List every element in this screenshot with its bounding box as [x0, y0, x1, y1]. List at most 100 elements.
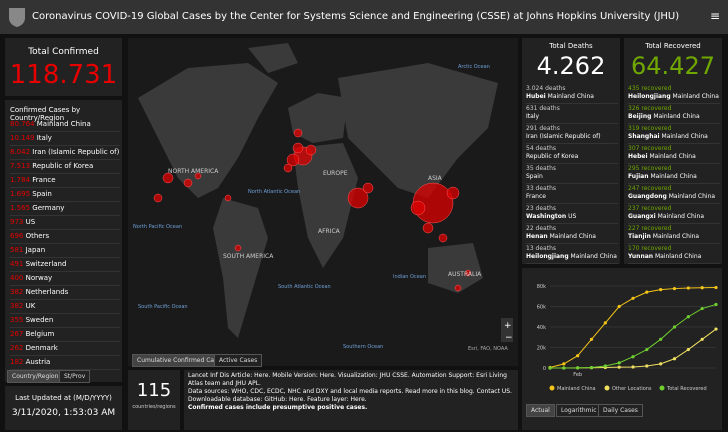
chart-panel: 0 20k 40k 60k 80k Feb Mainland China Other Loca…: [522, 268, 722, 430]
legend-swatch: [604, 385, 610, 391]
recovered-panel: Total Recovered 64.427 435 recovered Heil…: [624, 38, 722, 264]
data-point: [659, 337, 663, 341]
updated-value: 3/11/2020, 1:53:03 AM: [11, 408, 116, 418]
count: 291 deaths: [526, 125, 560, 132]
country-name: Sweden: [25, 316, 54, 324]
data-point: [645, 290, 649, 294]
place: Yunnan Mainland China: [628, 253, 720, 261]
case-count: 355: [10, 316, 24, 324]
place: Washington US: [526, 213, 618, 221]
data-point: [548, 366, 552, 370]
country-name: Norway: [25, 274, 53, 282]
list-title: Confirmed Cases by Country/Region: [10, 106, 81, 122]
country-name: Others: [25, 232, 50, 240]
data-point: [659, 362, 663, 366]
recovered-item: 435 recovered Heilongjiang Mainland China: [628, 84, 720, 104]
y-tick-label: 20k: [537, 346, 546, 352]
data-point: [631, 296, 635, 300]
data-point: [645, 347, 649, 352]
data-point: [576, 366, 580, 370]
data-point: [672, 357, 677, 361]
country-name: Germany: [32, 204, 65, 212]
case-count: 262: [10, 344, 24, 352]
country-row: 973 US: [10, 216, 120, 230]
data-point: [631, 355, 635, 359]
map-label: EUROPE: [323, 170, 348, 177]
place: Fujian Mainland China: [628, 173, 720, 181]
deaths-label: Total Deaths: [549, 42, 593, 50]
recovered-item: 227 recovered Tianjin Mainland China: [628, 224, 720, 244]
deaths-item: 54 deaths Republic of Korea: [526, 144, 618, 164]
count: 247 recovered: [628, 185, 672, 192]
country-name: France: [32, 176, 56, 184]
country-row: 80.764 Mainland China: [10, 118, 120, 132]
case-count: 400: [10, 274, 24, 282]
logo: [9, 8, 25, 27]
chart-tab[interactable]: Daily Cases: [598, 404, 643, 417]
country-row: 182 Austria: [10, 356, 120, 370]
region: Spain: [526, 173, 543, 180]
place: Heilongjiang Mainland China: [526, 253, 618, 261]
case-count: 581: [10, 246, 24, 254]
country-panel: Confirmed Cases by Country/Region 80.764…: [5, 100, 122, 383]
recovered-item: 247 recovered Guangdong Mainland China: [628, 184, 720, 204]
place: Hebei Mainland China: [628, 153, 720, 161]
legend-label: Mainland China: [557, 386, 596, 392]
deaths-item: 631 deaths Italy: [526, 104, 618, 124]
confirmed-label: Total Confirmed: [28, 47, 99, 57]
data-point: [659, 287, 663, 292]
map-label: NORTH AMERICA: [168, 168, 219, 175]
recovered-item: 326 recovered Beijing Mainland China: [628, 104, 720, 124]
ocean-label: North Pacific Ocean: [133, 224, 182, 230]
map-tab[interactable]: Active Cases: [214, 354, 263, 367]
tab[interactable]: Country/Region: [7, 370, 64, 383]
count-label: countries/regions: [132, 404, 176, 410]
country-name: Iran (Islamic Republic of): [32, 148, 120, 156]
deaths-list: 3.024 deaths Hubei Mainland China 631 dea…: [526, 84, 618, 264]
legend-swatch: [549, 385, 555, 391]
region: Mainland China: [652, 233, 700, 240]
place-name: Yunnan: [628, 253, 654, 260]
recovered-label: Total Recovered: [645, 42, 701, 50]
region: Mainland China: [549, 233, 596, 240]
info-text: Data sources: WHO, CDC, ECDC, NHC and DX…: [188, 388, 512, 395]
place-name: Fujian: [628, 173, 649, 180]
place: Iran (Islamic Republic of): [526, 133, 618, 141]
count: 326 recovered: [628, 105, 672, 112]
place: Spain: [526, 173, 618, 181]
region: France: [526, 193, 546, 200]
country-row: 262 Denmark: [10, 342, 120, 356]
region: Mainland China: [672, 93, 719, 100]
country-name: Switzerland: [25, 260, 67, 268]
region: Mainland China: [661, 133, 708, 140]
recovered-item: 237 recovered Guangxi Mainland China: [628, 204, 720, 224]
recovered-item: 170 recovered Yunnan Mainland China: [628, 244, 720, 264]
series-line: [550, 303, 717, 369]
case-count: 382: [10, 302, 24, 310]
deaths-item: 33 deaths France: [526, 184, 618, 204]
data-point: [645, 364, 649, 368]
y-tick-label: 80k: [537, 284, 546, 290]
chart-tab[interactable]: Actual: [526, 404, 555, 417]
region: Republic of Korea: [526, 153, 579, 160]
map-credit: Esri, FAO, NOAA: [468, 346, 508, 352]
zoom-control[interactable]: +−: [501, 318, 513, 343]
place-name: Shanghai: [628, 133, 660, 140]
data-point: [714, 302, 718, 307]
tab[interactable]: St/Prov: [59, 370, 91, 383]
country-name: Mainland China: [36, 120, 91, 128]
data-point: [576, 354, 580, 358]
deaths-item: 35 deaths Spain: [526, 164, 618, 184]
menu-icon[interactable]: ≡: [710, 9, 721, 23]
country-row: 355 Sweden: [10, 314, 120, 328]
info-text: Confirmed cases include presumptive posi…: [188, 404, 368, 411]
count: 237 recovered: [628, 205, 672, 212]
country-row: 491 Switzerland: [10, 258, 120, 272]
case-count: 382: [10, 288, 24, 296]
confirmed-box: Total Confirmed 118.731: [5, 38, 122, 96]
data-point: [589, 337, 594, 341]
country-name: Spain: [32, 190, 52, 198]
chart-tab[interactable]: Logarithmic: [556, 404, 602, 417]
case-count: 1.695: [10, 190, 31, 198]
